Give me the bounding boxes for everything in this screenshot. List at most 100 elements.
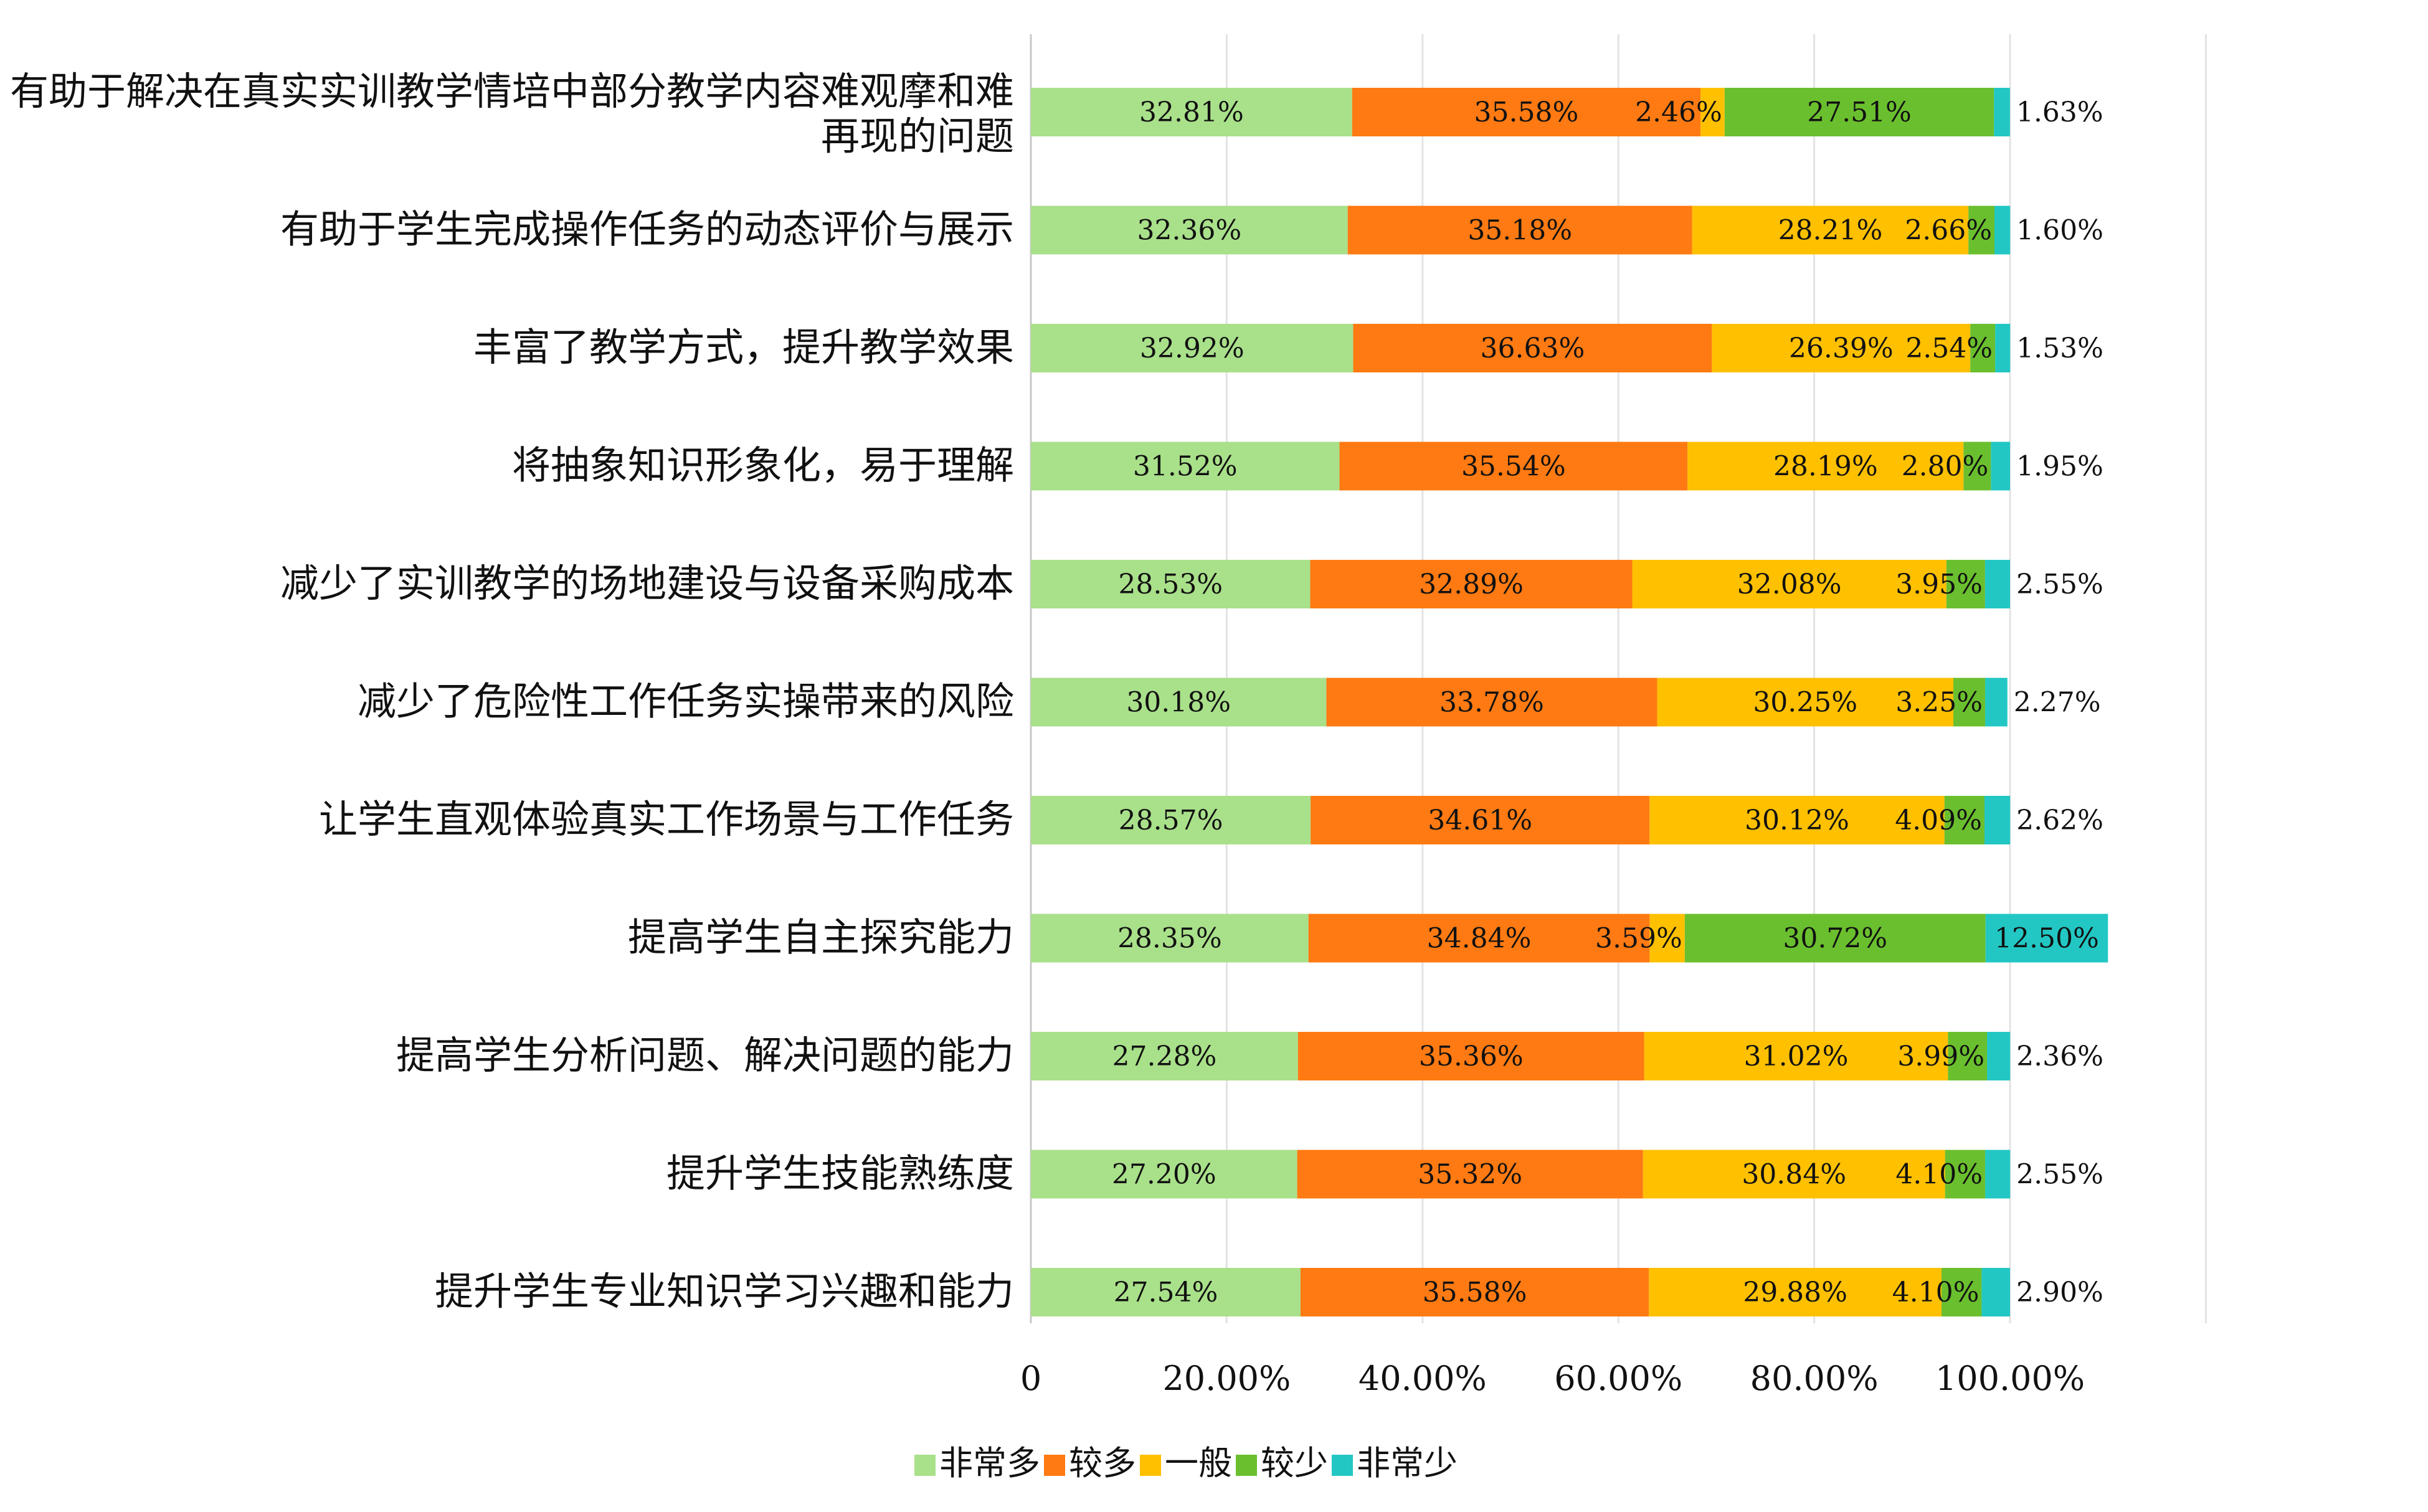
bar-segment [1031,88,1352,136]
data-label: 2.55% [2016,569,2103,600]
data-label: 1.63% [2016,97,2103,128]
bar-segment [1031,1268,1301,1316]
bar-segment [1984,796,2011,844]
bar-segment [1712,324,1971,372]
category-label: 减少了实训教学的场地建设与设备采购成本 [280,560,1014,606]
bar-segment [1643,1150,1945,1199]
data-label: 32.36% [1137,215,1241,247]
legend-swatch [914,1455,936,1476]
bar-segment [1031,1150,1297,1199]
bar-segment [1031,914,1309,963]
data-label: 3.95% [1895,569,1983,600]
bar-segment [1649,796,1945,844]
data-label: 30.72% [1783,923,1887,955]
bar-segment [1649,914,1685,963]
data-label: 3.25% [1895,687,1983,719]
bar-segment [1946,560,1985,608]
category-label: 提升学生专业知识学习兴趣和能力 [435,1269,1014,1314]
legend-label: 较多 [1069,1443,1136,1483]
bar-segment [1684,914,1986,963]
legend-swatch [1332,1455,1353,1476]
bar-segment [1948,1032,1988,1080]
bar-segment [1985,678,2008,727]
bar-segment [1297,1032,1644,1080]
bar-segment [1326,678,1657,727]
bar-segment [1352,88,1701,136]
bar-segment [1945,1150,1986,1199]
category-label: 提高学生分析问题、解决问题的能力 [396,1032,1014,1078]
bar-segment [1031,560,1311,608]
data-label: 32.08% [1737,569,1842,600]
bar-segment [1347,206,1692,255]
data-label: 28.19% [1773,451,1878,483]
data-label: 4.10% [1895,1159,1983,1191]
legend-swatch [1044,1455,1065,1476]
bar-segment [1031,678,1327,727]
bar-segment [1991,442,2010,491]
bar-segment [1657,678,1953,727]
legend-label: 较少 [1261,1443,1328,1483]
bar-segment [1987,1032,2011,1080]
bar-segment [1700,88,1725,136]
data-label: 32.89% [1419,569,1524,600]
bar-segment [1724,88,1994,136]
data-label: 32.92% [1140,333,1245,364]
data-label: 35.32% [1418,1159,1522,1191]
category-label: 有助于解决在真实实训教学情培中部分教学内容难观摩和难再现的问题 [10,69,1014,159]
legend-label: 非常少 [1357,1443,1458,1483]
data-label: 31.02% [1744,1041,1849,1072]
bar-segment [1994,206,2011,255]
data-label: 30.84% [1742,1159,1846,1191]
data-label: 27.51% [1807,97,1912,128]
data-label: 3.59% [1595,923,1682,955]
category-label: 提升学生技能熟练度 [666,1151,1014,1196]
category-labels: 有助于解决在真实实训教学情培中部分教学内容难观摩和难再现的问题有助于学生完成操作… [10,69,1014,1314]
category-label: 提高学生自主探究能力 [628,915,1014,960]
bar-segment [1985,914,2108,963]
data-label: 32.81% [1139,97,1244,128]
bar-segment [1970,324,1996,372]
data-label: 2.46% [1635,97,1722,128]
legend: 非常多 较多 一般 较少 非常少 [914,1443,1458,1483]
bar-segment [1985,560,2010,608]
bars [1031,88,2108,1316]
data-label: 28.57% [1119,805,1223,836]
bar-segment [1311,796,1650,844]
data-label: 26.39% [1789,333,1894,364]
bar-segment [1981,1268,2010,1316]
bar-segment [1339,442,1688,491]
data-label: 29.88% [1743,1277,1847,1308]
bar-segment [1031,796,1311,844]
x-tick-label: 20.00% [1162,1359,1291,1398]
x-axis-ticks: 0 20.00% 40.00% 60.00% 80.00% 100.00% [1020,1359,2085,1398]
data-label: 30.25% [1753,687,1857,719]
category-label: 丰富了教学方式，提升教学效果 [473,324,1014,370]
legend-label: 非常多 [939,1443,1040,1483]
bar-segment [1310,560,1633,608]
bar-segment [1031,206,1348,255]
data-label: 35.18% [1468,215,1572,247]
data-label: 27.20% [1112,1159,1216,1191]
data-label: 35.58% [1423,1277,1527,1308]
bar-segment [1963,442,1991,491]
data-label: 2.27% [2014,687,2101,719]
bar-segment [1649,1268,1942,1316]
legend-swatch [1140,1455,1161,1476]
data-label: 34.61% [1428,805,1532,836]
data-label: 27.54% [1114,1277,1218,1308]
bar-segment [1297,1150,1643,1199]
data-label: 2.54% [1905,333,1993,364]
x-tick-label: 80.00% [1750,1359,1879,1398]
data-label: 4.09% [1895,805,1982,836]
data-label: 2.62% [2016,805,2103,836]
bar-segment [1353,324,1712,372]
data-label: 1.53% [2016,333,2103,364]
bar-segment [1031,1032,1298,1080]
bar-segment [1031,324,1354,372]
data-label: 35.36% [1419,1041,1524,1072]
bar-segment [1994,88,2010,136]
bar-segment [1985,1150,2011,1199]
x-tick-label: 100.00% [1935,1359,2085,1398]
bar-segment [1308,914,1650,963]
